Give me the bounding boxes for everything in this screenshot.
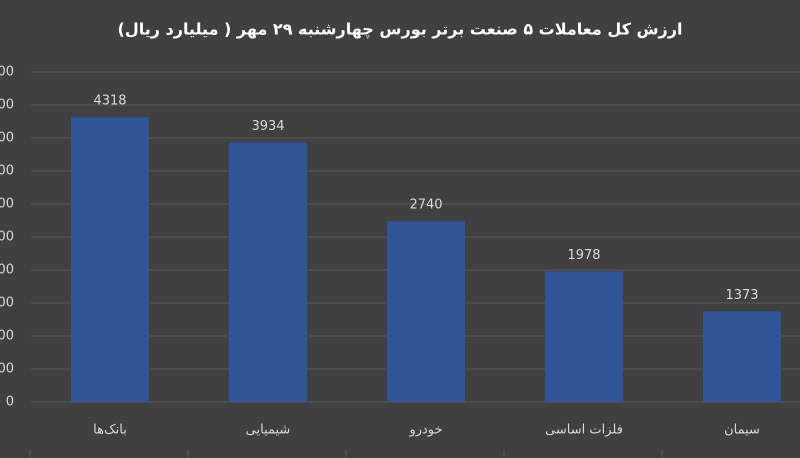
value-label: 1978 <box>567 248 600 263</box>
value-label: 4318 <box>93 94 126 109</box>
x-tick-label: سیمان <box>724 423 760 438</box>
y-tick-label: 500 <box>0 362 14 377</box>
bar <box>387 221 465 402</box>
x-tick-label: شیمیایی <box>246 423 291 438</box>
y-tick-label: 0 <box>6 395 14 410</box>
x-tick-label: بانک‌ها <box>93 423 127 438</box>
y-tick-label: 5000 <box>0 65 14 80</box>
y-tick-label: 4500 <box>0 98 14 113</box>
bar <box>545 271 623 402</box>
y-tick-label: 2000 <box>0 263 14 278</box>
y-tick-label: 2500 <box>0 230 14 245</box>
y-tick-label: 1500 <box>0 296 14 311</box>
y-tick-label: 4000 <box>0 131 14 146</box>
bar <box>71 117 149 403</box>
x-tick-label: خودرو <box>408 423 442 438</box>
x-tick-label: فلزات اساسی <box>545 423 623 438</box>
value-label: 3934 <box>251 119 284 134</box>
bar <box>703 311 781 402</box>
chart-title: ارزش کل معاملات ۵ صنعت برتر بورس چهارشنب… <box>118 20 683 40</box>
value-label: 2740 <box>409 198 442 213</box>
bar <box>229 142 307 402</box>
y-tick-label: 3000 <box>0 197 14 212</box>
y-tick-label: 1000 <box>0 329 14 344</box>
y-tick-label: 3500 <box>0 164 14 179</box>
value-label: 1373 <box>725 288 758 303</box>
